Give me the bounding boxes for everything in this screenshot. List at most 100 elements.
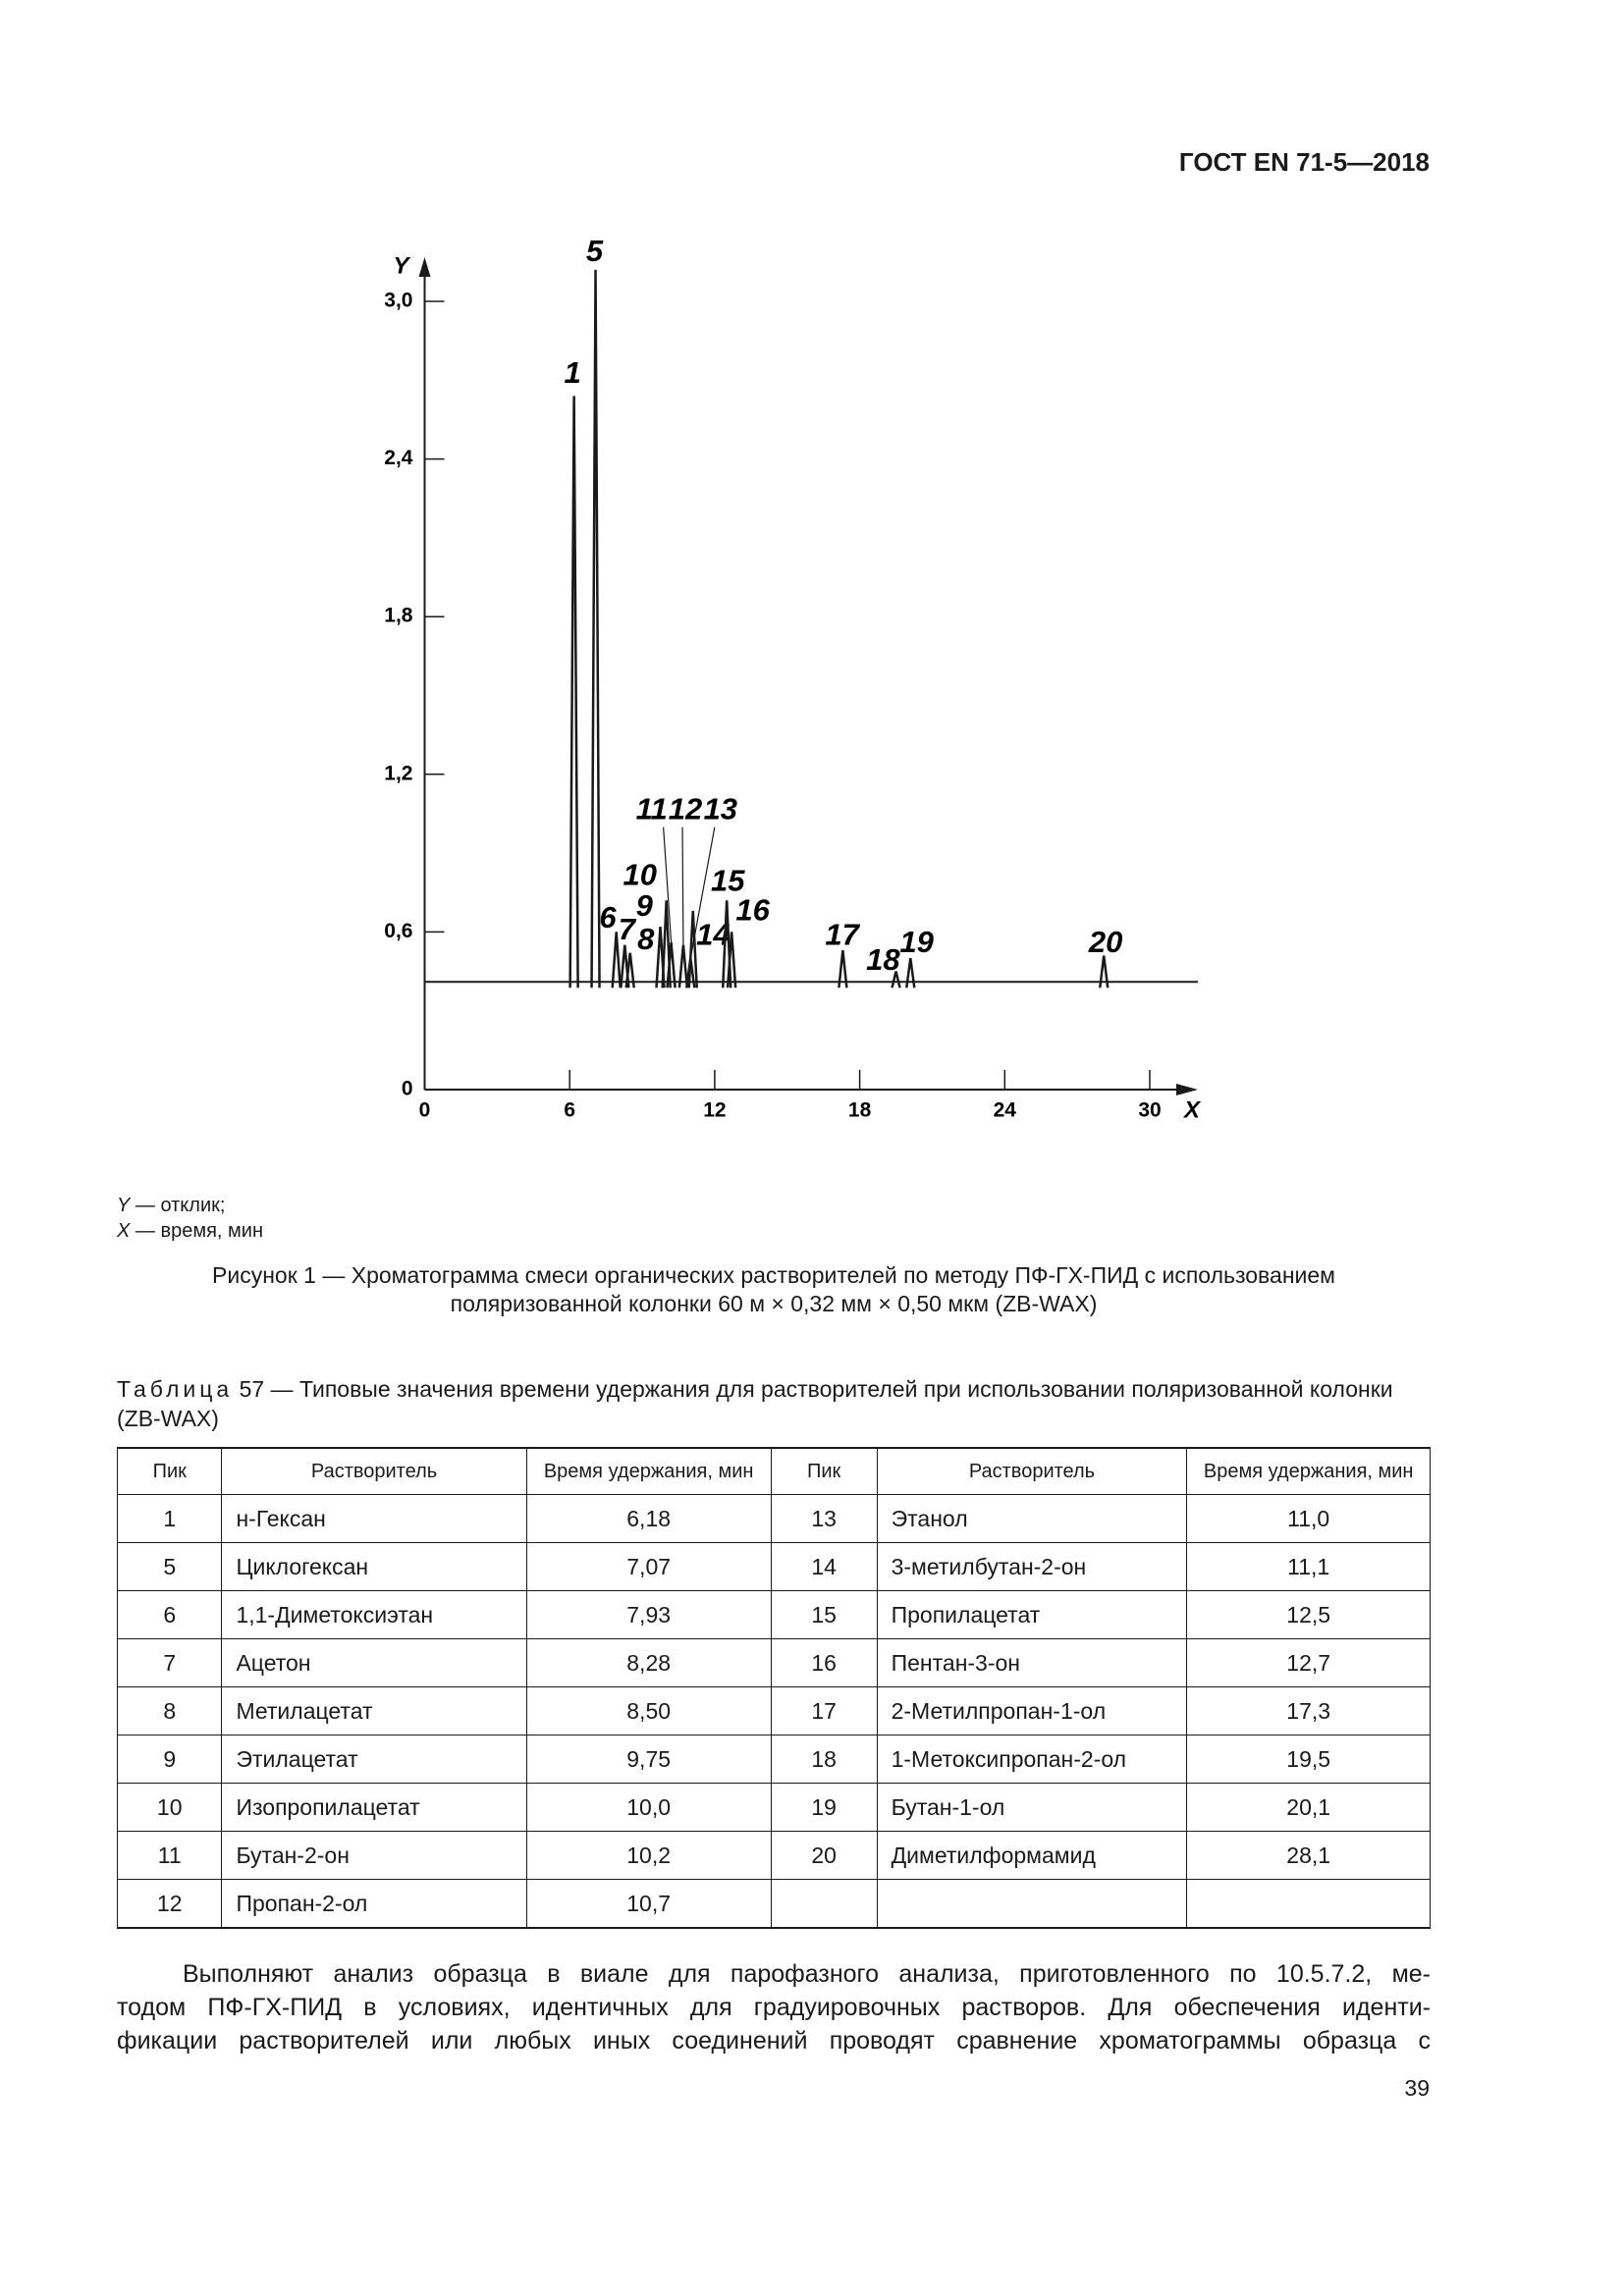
table-cell: 2-Метилпропан-1-ол [876, 1686, 1188, 1735]
x-tick-label: 18 [848, 1099, 872, 1122]
legend-symbol: X [117, 1220, 131, 1242]
peak-label: 6 [599, 900, 617, 934]
leader-line [663, 827, 673, 943]
header-cell: Время удержания, мин [1186, 1447, 1431, 1495]
table-cell: 12,7 [1186, 1638, 1431, 1687]
table-label: Таблица [117, 1376, 234, 1402]
table-cell: Пропан-2-ол [221, 1879, 527, 1929]
table-cell: 17 [770, 1686, 878, 1735]
peak [1098, 955, 1110, 988]
table-cell: Бутан-2-он [221, 1831, 527, 1880]
peak-label: 15 [711, 864, 745, 898]
y-axis-label: Y [393, 252, 410, 279]
legend-text: — время, мин [135, 1220, 263, 1242]
retention-table: Пик Растворитель Время удержания, мин Пик Ра… [116, 1447, 1431, 1929]
table-cell: н-Гексан [221, 1494, 527, 1543]
peak-label: 9 [636, 888, 654, 923]
table-cell: 5 [116, 1542, 223, 1591]
peak-label: 8 [637, 922, 655, 956]
x-tick-label: 12 [703, 1099, 726, 1122]
table-caption-text: 57 — Типовые значения времени удержания … [117, 1376, 1393, 1431]
table-cell: 9,75 [525, 1735, 772, 1784]
table-cell: 10,2 [525, 1831, 772, 1880]
peak-label: 5 [586, 234, 604, 268]
y-tick-label: 0 [402, 1078, 413, 1100]
header-cell: Время удержания, мин [525, 1447, 772, 1495]
peak-label: 16 [735, 892, 770, 927]
peak [590, 269, 601, 988]
page-number: 39 [1404, 2075, 1430, 2101]
table-cell [1186, 1879, 1431, 1929]
table-row: 12 Пропан-2-ол 10,7 [116, 1879, 1431, 1929]
table-row: 5 Циклогексан 7,07 14 3-метилбутан-2-он 11,1 [116, 1542, 1431, 1591]
legend-item: X — время, мин [117, 1220, 263, 1243]
peak-label: 19 [899, 925, 934, 959]
table-cell: 20,1 [1186, 1783, 1431, 1832]
table-cell: 3-метилбутан-2-он [876, 1542, 1188, 1591]
x-axis-label: X [1182, 1096, 1202, 1123]
header-cell: Пик [116, 1447, 223, 1495]
peak-label: 7 [619, 912, 637, 946]
table-cell: Диметилформамид [876, 1831, 1188, 1880]
table-cell: Этилацетат [221, 1735, 527, 1784]
y-tick-label: 1,8 [384, 605, 413, 627]
y-axis-arrow [418, 257, 431, 277]
peak [838, 950, 848, 988]
table-cell: 14 [770, 1542, 878, 1591]
header-row: Пик Растворитель Время удержания, мин Пик Ра… [116, 1447, 1431, 1495]
table-cell: 28,1 [1186, 1831, 1431, 1880]
peak-label: 10 [623, 858, 657, 892]
table-cell: 12 [116, 1879, 223, 1929]
table-cell: 11,1 [1186, 1542, 1431, 1591]
legend-item: Y — отклик; [117, 1195, 225, 1217]
table-row: 8 Метилацетат 8,50 17 2-Метилпропан-1-ол 17,3 [116, 1686, 1431, 1735]
peak [624, 952, 635, 988]
table-cell: 6 [116, 1590, 223, 1639]
table-cell: 18 [770, 1735, 878, 1784]
legend-symbol: Y [117, 1195, 131, 1216]
peak [666, 941, 677, 988]
peak [611, 932, 622, 988]
table-cell: 8,28 [525, 1638, 772, 1687]
table-cell: 10,0 [525, 1783, 772, 1832]
table-cell [876, 1879, 1188, 1929]
table-cell: 13 [770, 1494, 878, 1543]
peak-label: 11 [636, 791, 668, 826]
table-cell: 6,18 [525, 1494, 772, 1543]
y-tick-label: 3,0 [384, 290, 412, 312]
table-cell: 9 [116, 1735, 223, 1784]
table-cell: Метилацетат [221, 1686, 527, 1735]
table-cell: 7,93 [525, 1590, 772, 1639]
leader-line [681, 827, 684, 945]
x-tick-label: 0 [419, 1099, 431, 1122]
table-cell: 10 [116, 1783, 223, 1832]
table-cell: 17,3 [1186, 1686, 1431, 1735]
peak [891, 971, 901, 988]
table-cell: 20 [770, 1831, 878, 1880]
header-cell: Растворитель [221, 1447, 527, 1495]
legend-text: — отклик; [135, 1195, 226, 1216]
peak-label: 20 [1088, 925, 1122, 959]
header-cell: Растворитель [876, 1447, 1188, 1495]
x-axis-arrow [1176, 1084, 1198, 1095]
x-tick-label: 6 [564, 1099, 575, 1122]
table-cell: Пропилацетат [876, 1590, 1188, 1639]
table-cell: 8,50 [525, 1686, 772, 1735]
peak-label: 18 [866, 942, 900, 977]
table-cell: 7,07 [525, 1542, 772, 1591]
table-row: 9 Этилацетат 9,75 18 1-Метоксипропан-2-ол 19,… [116, 1735, 1431, 1784]
table-cell: 1-Метоксипропан-2-ол [876, 1735, 1188, 1784]
table-cell: 12,5 [1186, 1590, 1431, 1639]
peak-label: 13 [704, 791, 737, 826]
peak-label: 17 [825, 918, 860, 952]
y-tick-label: 2,4 [384, 447, 413, 469]
table-cell: 11 [116, 1831, 223, 1880]
header-cell: Пик [770, 1447, 878, 1495]
table-row: 11 Бутан-2-он 10,2 20 Диметилформамид 28,1 [116, 1831, 1431, 1880]
table-cell [770, 1879, 878, 1929]
table-cell: Пентан-3-он [876, 1638, 1188, 1687]
table-row: 7 Ацетон 8,28 16 Пентан-3-он 12,7 [116, 1638, 1431, 1687]
peak [687, 910, 698, 988]
table-row: 1 н-Гексан 6,18 13 Этанол 11,0 [116, 1494, 1431, 1543]
peak [568, 396, 579, 988]
